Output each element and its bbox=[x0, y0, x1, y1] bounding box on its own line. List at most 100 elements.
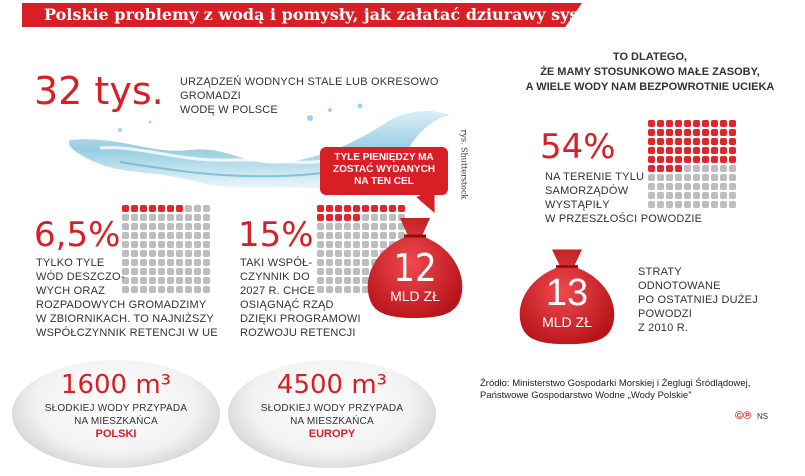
dot-highlighted bbox=[711, 147, 718, 154]
rain-value: 6,5% bbox=[34, 215, 121, 255]
photo-credit-box: rys. Shutterstock bbox=[455, 130, 469, 202]
rain-line: wych oraz bbox=[36, 285, 106, 297]
dot-highlighted bbox=[398, 205, 405, 212]
dot bbox=[158, 268, 165, 275]
dot bbox=[326, 259, 333, 266]
dot-highlighted bbox=[326, 205, 333, 212]
dot bbox=[335, 286, 342, 293]
dot-highlighted bbox=[657, 156, 664, 163]
dot bbox=[380, 232, 387, 239]
dot-highlighted bbox=[693, 129, 700, 136]
dot bbox=[194, 232, 201, 239]
dot-highlighted bbox=[657, 129, 664, 136]
dot bbox=[702, 174, 709, 181]
dot bbox=[371, 223, 378, 230]
dot-highlighted bbox=[702, 147, 709, 154]
dot-highlighted bbox=[693, 138, 700, 145]
dot bbox=[344, 250, 351, 257]
dot bbox=[335, 223, 342, 230]
dot bbox=[362, 214, 369, 221]
bubble-poland-region: Polski bbox=[95, 428, 137, 440]
dot bbox=[185, 286, 192, 293]
dot bbox=[693, 201, 700, 208]
dot-highlighted bbox=[167, 205, 174, 212]
dot bbox=[362, 277, 369, 284]
dot bbox=[720, 165, 727, 172]
dot bbox=[344, 223, 351, 230]
dot bbox=[326, 241, 333, 248]
dot bbox=[203, 268, 210, 275]
dot bbox=[648, 174, 655, 181]
dot bbox=[131, 268, 138, 275]
dot bbox=[140, 214, 147, 221]
dot bbox=[353, 223, 360, 230]
dot bbox=[362, 223, 369, 230]
dot-highlighted bbox=[684, 120, 691, 127]
dot-highlighted bbox=[371, 205, 378, 212]
dot-highlighted bbox=[648, 120, 655, 127]
dot bbox=[149, 214, 156, 221]
dot bbox=[353, 268, 360, 275]
dot bbox=[335, 232, 342, 239]
flood-line: na terenie tylu bbox=[545, 171, 645, 183]
reason-line2: ŻE MAMY STOSUNKOWO MAŁE ZASOBY, bbox=[540, 66, 760, 78]
dot-highlighted bbox=[648, 147, 655, 154]
bubble-europe: 4500 m³ słodkiej wody przypada na mieszk… bbox=[228, 360, 436, 468]
source-line1: Źródło: Ministerstwo Gospodarki Morskiej… bbox=[480, 378, 751, 389]
dot bbox=[326, 250, 333, 257]
dot-highlighted bbox=[666, 156, 673, 163]
dot bbox=[185, 205, 192, 212]
dot bbox=[140, 286, 147, 293]
dot-highlighted bbox=[720, 129, 727, 136]
dot-highlighted bbox=[140, 205, 147, 212]
dot bbox=[353, 286, 360, 293]
bag-spend-number: 12 bbox=[393, 246, 437, 290]
rain-line: w zbiornikach. To najniższy bbox=[36, 313, 214, 325]
money-bag-icon bbox=[367, 218, 463, 318]
dot-highlighted bbox=[711, 138, 718, 145]
dot bbox=[149, 223, 156, 230]
dot bbox=[666, 183, 673, 190]
bag-spend-unit: MLD ZŁ bbox=[390, 288, 440, 304]
dot bbox=[167, 259, 174, 266]
dot-highlighted bbox=[176, 205, 183, 212]
money-bag-spend: 12 MLD ZŁ bbox=[360, 208, 470, 320]
dot-highlighted bbox=[693, 156, 700, 163]
dot-highlighted bbox=[666, 147, 673, 154]
bubble-europe-line1: słodkiej wody przypada bbox=[260, 403, 404, 414]
bubble-poland: 1600 m³ słodkiej wody przypada na mieszk… bbox=[12, 360, 220, 468]
dot bbox=[335, 268, 342, 275]
title-bar: Polskie problemy z wodą i pomysły, jak z… bbox=[0, 0, 805, 30]
dot-highlighted bbox=[344, 205, 351, 212]
dot-highlighted bbox=[657, 147, 664, 154]
dot bbox=[371, 241, 378, 248]
bubble-europe-region: Europy bbox=[308, 428, 356, 440]
dot bbox=[167, 250, 174, 257]
dot-highlighted bbox=[684, 138, 691, 145]
dot bbox=[149, 277, 156, 284]
dot bbox=[657, 183, 664, 190]
dot bbox=[720, 174, 727, 181]
dot bbox=[203, 241, 210, 248]
dot-highlighted bbox=[729, 138, 736, 145]
dot-highlighted bbox=[711, 156, 718, 163]
dot bbox=[362, 241, 369, 248]
dot-highlighted bbox=[675, 147, 682, 154]
dot-highlighted bbox=[362, 205, 369, 212]
dot bbox=[185, 241, 192, 248]
dot bbox=[666, 174, 673, 181]
retention-line: osiągnąć rząd bbox=[240, 299, 334, 311]
dot bbox=[176, 232, 183, 239]
dot-highlighted bbox=[729, 147, 736, 154]
dot bbox=[684, 174, 691, 181]
flood-text: na terenie tylu samorządów wystąpiły w prze… bbox=[545, 170, 735, 226]
dot-highlighted bbox=[675, 165, 682, 172]
dot-highlighted bbox=[149, 205, 156, 212]
dot-highlighted bbox=[711, 129, 718, 136]
dot bbox=[158, 277, 165, 284]
callout-line3: na ten cel bbox=[354, 176, 414, 187]
dot bbox=[729, 165, 736, 172]
dot bbox=[317, 277, 324, 284]
dot bbox=[194, 214, 201, 221]
dot bbox=[729, 201, 736, 208]
